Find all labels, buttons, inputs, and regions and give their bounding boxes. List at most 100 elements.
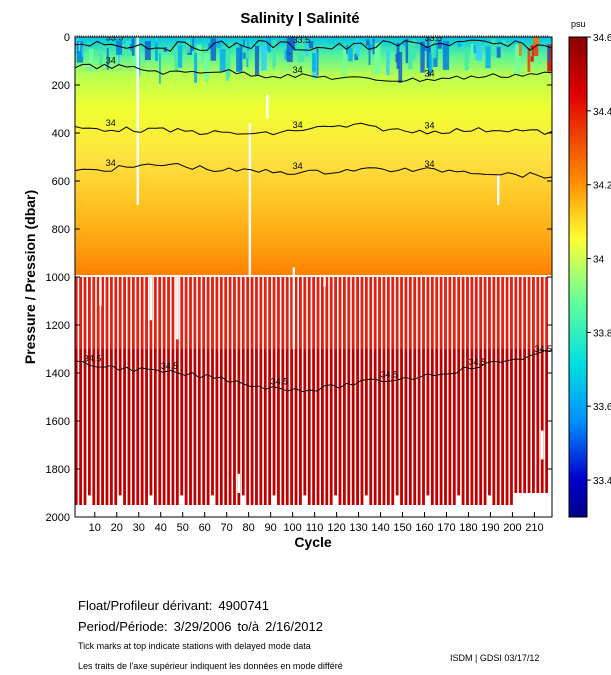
profile-bar-lower	[127, 349, 131, 505]
surface-patch	[254, 45, 260, 76]
profile-bar-upper	[250, 277, 254, 349]
profile-bar-upper	[294, 277, 298, 349]
profile-bar-lower	[105, 349, 109, 505]
contour-label: 34	[425, 120, 435, 130]
profile-bar-lower	[351, 349, 355, 505]
profile-bar-lower	[149, 349, 153, 496]
y-tick-label: 2000	[46, 512, 70, 524]
profile-bar-lower	[219, 349, 223, 505]
profile-bar-lower	[197, 349, 201, 505]
profile-bar-lower	[211, 349, 214, 496]
profile-bar-lower	[360, 349, 364, 505]
contour-label: 33.5	[425, 33, 443, 43]
colorbar-tick-label: 34.2	[593, 181, 611, 192]
surface-patch	[208, 42, 213, 49]
profile-bar-upper	[404, 277, 408, 349]
x-tick-label: 20	[111, 522, 123, 534]
x-tick-label: 10	[89, 522, 101, 534]
profile-bar-upper	[444, 277, 447, 349]
profile-bar-lower	[303, 349, 307, 496]
profile-bar-lower	[263, 349, 267, 505]
profile-bar-lower	[114, 349, 118, 505]
profile-bar-upper	[391, 277, 395, 349]
surface-patch	[518, 43, 522, 56]
profile-bar-lower	[109, 349, 113, 505]
profile-bar-lower	[153, 349, 157, 505]
profile-bar-upper	[259, 277, 263, 349]
profile-bar-lower	[466, 349, 469, 505]
contour-label: 34.5	[381, 370, 399, 380]
profile-bar-lower	[378, 349, 381, 505]
surface-patch	[118, 48, 120, 64]
profile-bar-upper	[422, 277, 425, 349]
profile-bar-lower	[404, 349, 408, 505]
colorbar-tick-label: 33.8	[593, 328, 611, 339]
profile-bar-upper	[532, 277, 535, 349]
profile-bar-upper	[479, 277, 483, 349]
x-tick-label: 200	[503, 522, 521, 534]
profile-bar-lower	[224, 349, 228, 505]
profile-bar-lower	[439, 349, 443, 505]
profile-bar-lower	[501, 349, 505, 505]
profile-bar-lower	[312, 349, 316, 505]
profile-bar-lower	[272, 349, 276, 496]
contour-label: 34	[106, 118, 116, 128]
data-gap	[237, 473, 241, 493]
profile-bar-upper	[162, 277, 166, 349]
profile-bar-upper	[386, 277, 390, 349]
profile-bar-lower	[299, 349, 302, 505]
surface-patch	[225, 53, 229, 81]
profile-bar-upper	[189, 277, 192, 349]
y-tick-label: 1800	[46, 464, 70, 476]
surface-fresh-water-patches	[75, 37, 552, 84]
data-gap	[541, 430, 544, 460]
profile-bar-upper	[514, 277, 518, 349]
profile-bar-upper	[237, 277, 241, 349]
surface-patch	[106, 48, 109, 70]
profile-bar-upper	[439, 277, 443, 349]
profile-bar-upper	[255, 277, 258, 349]
profile-bar-lower	[215, 349, 219, 505]
surface-patch	[210, 38, 217, 61]
surface-patch	[412, 39, 416, 60]
profile-bar-lower	[527, 349, 531, 493]
profile-bar-lower	[470, 349, 474, 505]
period-info: Period/Période: 3/29/2006 to/à 2/16/2012	[78, 619, 323, 634]
surface-patch	[356, 38, 360, 57]
surface-patch	[78, 41, 81, 52]
x-tick-label: 30	[133, 522, 145, 534]
profile-bar-upper	[540, 277, 544, 349]
profile-bar-lower	[338, 349, 342, 505]
profile-bar-upper	[356, 277, 359, 349]
profile-bar-upper	[109, 277, 113, 349]
surface-patch	[159, 53, 161, 84]
x-tick-label: 190	[481, 522, 499, 534]
x-tick-label: 60	[199, 522, 211, 534]
contour-label: 34	[293, 120, 303, 130]
profile-bar-lower	[83, 349, 87, 505]
surface-patch	[471, 45, 477, 54]
profile-bar-upper	[545, 277, 549, 349]
surface-patch	[99, 53, 103, 68]
surface-patch	[533, 37, 540, 46]
profile-bar-lower	[334, 349, 337, 496]
profile-bar-upper	[448, 277, 452, 349]
x-tick-label: 180	[459, 522, 477, 534]
profile-bar-upper	[136, 277, 140, 349]
contour-label: 34.5	[84, 353, 102, 363]
profile-bar-lower	[505, 349, 509, 505]
colorbar-tick-label: 34.6	[593, 33, 611, 44]
profile-bar-lower	[518, 349, 522, 493]
contour-line	[75, 63, 552, 83]
profile-bar-lower	[386, 349, 390, 505]
profile-bar-lower	[136, 349, 140, 505]
profile-bar-upper	[320, 277, 324, 349]
profile-bar-lower	[259, 349, 263, 505]
y-tick-label: 400	[52, 128, 70, 140]
surface-patch	[311, 52, 317, 72]
surface-patch	[229, 43, 233, 54]
data-gap	[176, 277, 179, 340]
x-tick-label: 70	[221, 522, 233, 534]
y-tick-label: 1400	[46, 368, 70, 380]
